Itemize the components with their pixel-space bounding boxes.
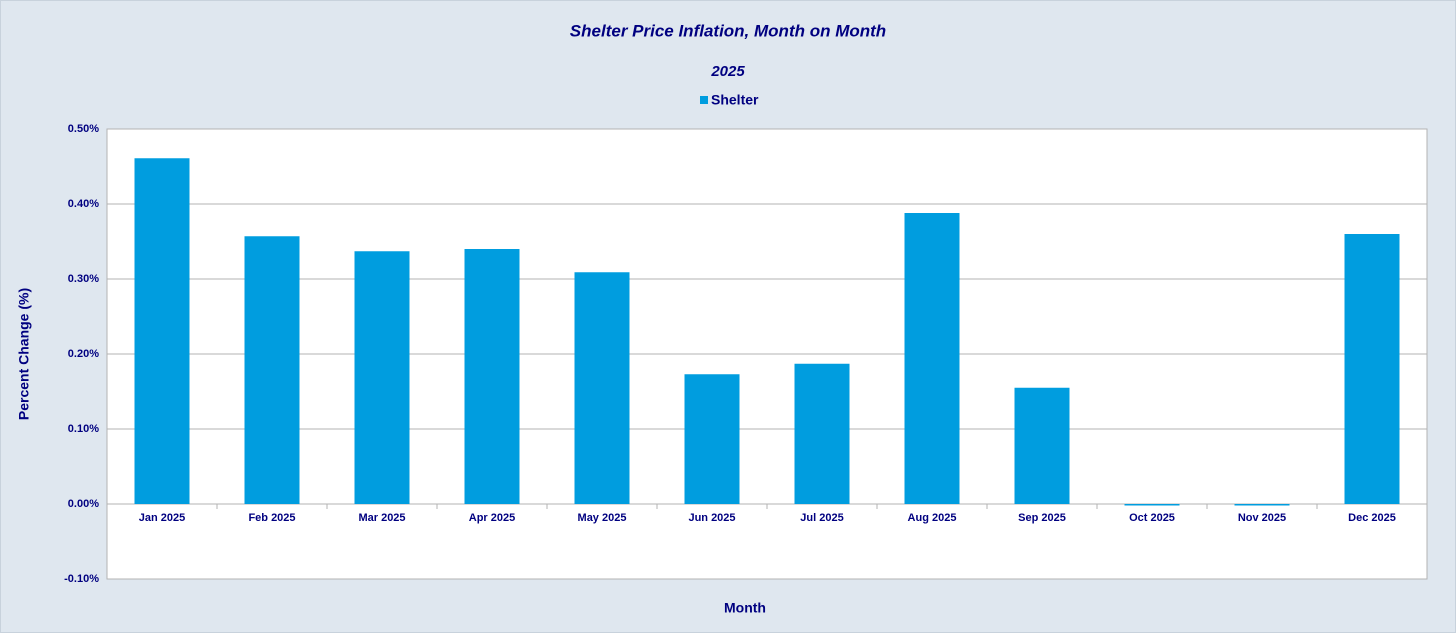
x-tick-label: Jun 2025 — [688, 512, 735, 524]
bar — [684, 374, 740, 504]
x-axis-label: Month — [724, 600, 766, 616]
x-tick-label: Sep 2025 — [1018, 512, 1066, 524]
legend-label: Shelter — [711, 92, 759, 108]
x-tick-label: Oct 2025 — [1129, 512, 1175, 524]
y-tick-label: 0.00% — [68, 498, 99, 510]
x-tick-label: Apr 2025 — [469, 512, 515, 524]
x-tick-label: Feb 2025 — [248, 512, 295, 524]
x-tick-label: Mar 2025 — [358, 512, 405, 524]
y-tick-label: 0.30% — [68, 273, 99, 285]
bar — [1124, 504, 1180, 506]
bar — [134, 158, 190, 504]
y-tick-label: 0.40% — [68, 198, 99, 210]
x-tick-label: Jan 2025 — [139, 512, 185, 524]
y-tick-label: 0.20% — [68, 348, 99, 360]
x-tick-label: Nov 2025 — [1238, 512, 1286, 524]
legend-swatch — [700, 96, 708, 104]
bar — [1344, 234, 1400, 504]
x-tick-label: May 2025 — [578, 512, 627, 524]
y-tick-label: 0.10% — [68, 423, 99, 435]
chart-subtitle: 2025 — [710, 63, 745, 80]
x-tick-label: Jul 2025 — [800, 512, 843, 524]
y-tick-label: 0.50% — [68, 123, 99, 135]
bar — [354, 251, 410, 504]
bar — [1014, 387, 1070, 504]
bar — [574, 272, 630, 504]
bar — [1234, 504, 1290, 506]
chart-title: Shelter Price Inflation, Month on Month — [570, 21, 886, 40]
bar — [244, 236, 300, 504]
y-tick-label: -0.10% — [64, 573, 99, 585]
x-tick-label: Aug 2025 — [908, 512, 957, 524]
bar — [464, 249, 520, 504]
y-axis-label: Percent Change (%) — [16, 288, 32, 420]
bar — [794, 363, 850, 504]
bar — [904, 213, 960, 504]
x-tick-label: Dec 2025 — [1348, 512, 1396, 524]
